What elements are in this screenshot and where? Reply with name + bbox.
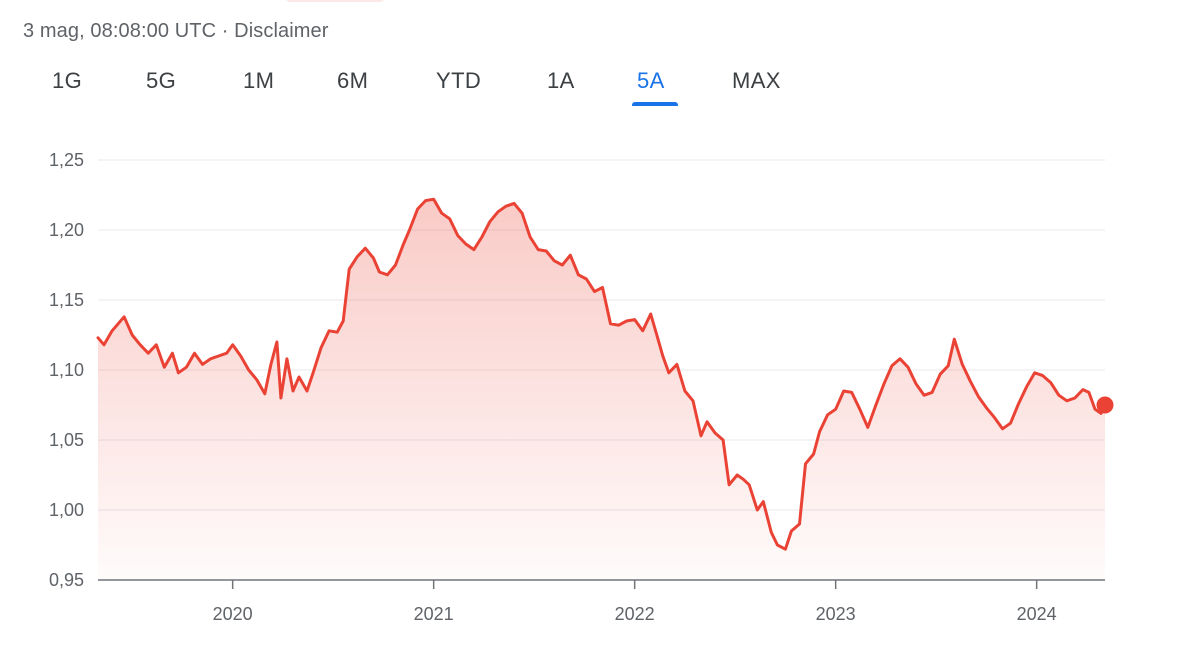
y-tick-label: 1,15 — [49, 290, 84, 310]
x-axis: 2020 2021 2022 2023 2024 — [98, 579, 1105, 624]
timestamp-disclaimer[interactable]: 3 mag, 08:08:00 UTC · Disclaimer — [23, 20, 329, 42]
x-tick-label: 2023 — [816, 604, 856, 624]
tab-1a[interactable]: 1A — [547, 68, 575, 93]
y-tick-label: 1,20 — [49, 220, 84, 240]
tab-5g[interactable]: 5G — [146, 68, 177, 93]
y-tick-label: 0,95 — [49, 570, 84, 590]
tab-5a[interactable]: 5A — [637, 68, 665, 93]
y-tick-label: 1,05 — [49, 430, 84, 450]
x-tick-label: 2021 — [414, 604, 454, 624]
y-tick-label: 1,10 — [49, 360, 84, 380]
x-tick-label: 2024 — [1017, 604, 1057, 624]
x-tick-label: 2022 — [615, 604, 655, 624]
active-tab-indicator — [632, 102, 678, 106]
x-tick-label: 2020 — [213, 604, 253, 624]
tab-ytd[interactable]: YTD — [436, 68, 482, 93]
y-tick-label: 1,25 — [49, 150, 84, 170]
y-tick-label: 1,00 — [49, 500, 84, 520]
price-area — [98, 199, 1105, 580]
tab-6m[interactable]: 6M — [337, 68, 369, 93]
last-price-marker — [1096, 396, 1114, 414]
change-badge-clipped — [285, 0, 385, 2]
tab-1m[interactable]: 1M — [243, 68, 275, 93]
price-line — [96, 197, 1107, 551]
tab-max[interactable]: MAX — [732, 68, 781, 93]
range-tabs: 1G 5G 1M 6M YTD 1A 5A MAX — [0, 62, 1201, 110]
tab-1g[interactable]: 1G — [52, 68, 83, 93]
y-axis: 1,25 1,20 1,15 1,10 1,05 1,00 0,95 — [49, 150, 84, 590]
